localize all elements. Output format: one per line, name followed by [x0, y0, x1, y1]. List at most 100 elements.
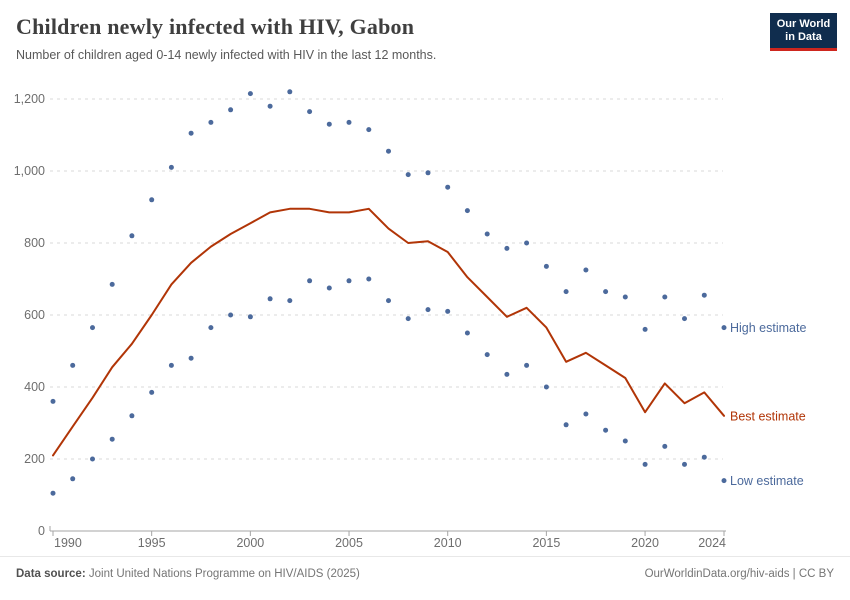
high-estimate-point[interactable]: [603, 289, 609, 295]
y-tick-label: 1,000: [14, 164, 45, 178]
high-estimate-point[interactable]: [346, 119, 352, 125]
low-estimate-point[interactable]: [188, 355, 194, 361]
data-source-value: Joint United Nations Programme on HIV/AI…: [85, 568, 360, 580]
y-tick-label: 1,200: [14, 92, 45, 106]
high-estimate-point[interactable]: [721, 325, 727, 331]
owid-logo[interactable]: Our World in Data: [770, 13, 837, 51]
low-estimate-point[interactable]: [90, 456, 95, 462]
high-estimate-point[interactable]: [228, 107, 234, 113]
high-estimate-point[interactable]: [642, 326, 648, 332]
low-estimate-point[interactable]: [543, 384, 549, 390]
high-estimate-point[interactable]: [445, 184, 451, 190]
high-estimate-point[interactable]: [701, 292, 707, 298]
high-estimate-point[interactable]: [583, 267, 589, 273]
y-tick-label: 200: [24, 452, 45, 466]
low-estimate-point[interactable]: [484, 352, 490, 358]
high-estimate-point[interactable]: [484, 231, 490, 237]
y-tick-label: 600: [24, 308, 45, 322]
high-estimate-label[interactable]: High estimate: [730, 321, 806, 335]
low-estimate-point[interactable]: [267, 296, 273, 302]
owid-logo-line1: Our World: [776, 18, 831, 30]
high-estimate-point[interactable]: [109, 281, 115, 287]
low-estimate-point[interactable]: [168, 362, 174, 368]
low-estimate-point[interactable]: [445, 308, 451, 314]
x-tick-label: 2005: [335, 536, 363, 550]
data-source-label: Data source:: [16, 568, 86, 580]
y-tick-label: 0: [38, 524, 45, 538]
low-estimate-point[interactable]: [583, 411, 589, 417]
high-estimate-point[interactable]: [622, 294, 628, 300]
high-estimate-point[interactable]: [247, 91, 253, 97]
low-estimate-point[interactable]: [129, 413, 135, 419]
x-tick-label: 1995: [138, 536, 166, 550]
low-estimate-point[interactable]: [287, 298, 293, 304]
high-estimate-point[interactable]: [208, 119, 214, 125]
low-estimate-point[interactable]: [386, 298, 391, 304]
high-estimate-point[interactable]: [504, 245, 510, 251]
low-estimate-point[interactable]: [504, 371, 510, 377]
high-estimate-point[interactable]: [405, 172, 411, 178]
high-estimate-point[interactable]: [287, 89, 293, 95]
low-estimate-point[interactable]: [464, 330, 470, 336]
low-estimate-point[interactable]: [326, 285, 332, 291]
y-tick-label: 800: [24, 236, 45, 250]
low-estimate-point[interactable]: [149, 389, 155, 395]
high-estimate-point[interactable]: [307, 109, 313, 115]
high-estimate-point[interactable]: [168, 164, 174, 170]
low-estimate-point[interactable]: [682, 461, 687, 467]
best-estimate-line[interactable]: [52, 207, 725, 457]
x-tick-label: 2024: [698, 536, 726, 550]
chart-header: Children newly infected with HIV, Gabon …: [0, 0, 850, 62]
chart-subtitle: Number of children aged 0-14 newly infec…: [16, 48, 437, 62]
high-estimate-point[interactable]: [267, 103, 273, 109]
x-tick-label: 2020: [631, 536, 659, 550]
low-estimate-point[interactable]: [642, 461, 648, 467]
high-estimate-point[interactable]: [543, 263, 549, 269]
low-estimate-point[interactable]: [563, 422, 569, 428]
low-estimate-point[interactable]: [721, 478, 727, 484]
high-estimate-point[interactable]: [129, 233, 135, 239]
high-estimate-point[interactable]: [188, 130, 194, 136]
high-estimate-point[interactable]: [149, 197, 155, 203]
high-estimate-point[interactable]: [326, 121, 332, 127]
high-estimate-point[interactable]: [524, 240, 530, 246]
high-estimate-point[interactable]: [386, 148, 391, 154]
low-estimate-point[interactable]: [346, 278, 352, 284]
attribution-link[interactable]: OurWorldinData.org/hiv-aids | CC BY: [644, 568, 834, 580]
x-tick-label: 2010: [434, 536, 462, 550]
high-estimate-point[interactable]: [50, 398, 56, 404]
low-estimate-point[interactable]: [701, 454, 707, 460]
high-estimate-point[interactable]: [563, 289, 569, 295]
low-estimate-point[interactable]: [208, 325, 214, 331]
low-estimate-point[interactable]: [603, 427, 609, 433]
low-estimate-label[interactable]: Low estimate: [730, 474, 804, 488]
high-estimate-point[interactable]: [366, 127, 372, 133]
data-source-note: Data source: Joint United Nations Progra…: [16, 568, 360, 600]
low-estimate-point[interactable]: [247, 314, 253, 320]
low-estimate-point[interactable]: [622, 438, 628, 444]
x-tick-label: 1990: [54, 536, 82, 550]
high-estimate-point[interactable]: [70, 362, 76, 368]
low-estimate-point[interactable]: [425, 307, 431, 313]
owid-logo-line2: in Data: [785, 31, 822, 43]
low-estimate-point[interactable]: [662, 443, 668, 449]
high-estimate-point[interactable]: [662, 294, 668, 300]
x-tick-label: 2000: [236, 536, 264, 550]
low-estimate-point[interactable]: [366, 276, 372, 282]
high-estimate-point[interactable]: [464, 208, 470, 214]
low-estimate-point[interactable]: [307, 278, 313, 284]
low-estimate-point[interactable]: [228, 312, 234, 318]
high-estimate-point[interactable]: [425, 170, 431, 176]
low-estimate-point[interactable]: [524, 362, 530, 368]
low-estimate-point[interactable]: [109, 436, 115, 442]
low-estimate-point[interactable]: [50, 490, 56, 496]
low-estimate-point[interactable]: [70, 476, 76, 482]
best-estimate-label[interactable]: Best estimate: [730, 409, 806, 423]
high-estimate-point[interactable]: [90, 325, 95, 331]
high-estimate-point[interactable]: [682, 316, 687, 322]
low-estimate-point[interactable]: [405, 316, 411, 322]
chart-title: Children newly infected with HIV, Gabon: [16, 14, 415, 39]
y-tick-label: 400: [24, 380, 45, 394]
